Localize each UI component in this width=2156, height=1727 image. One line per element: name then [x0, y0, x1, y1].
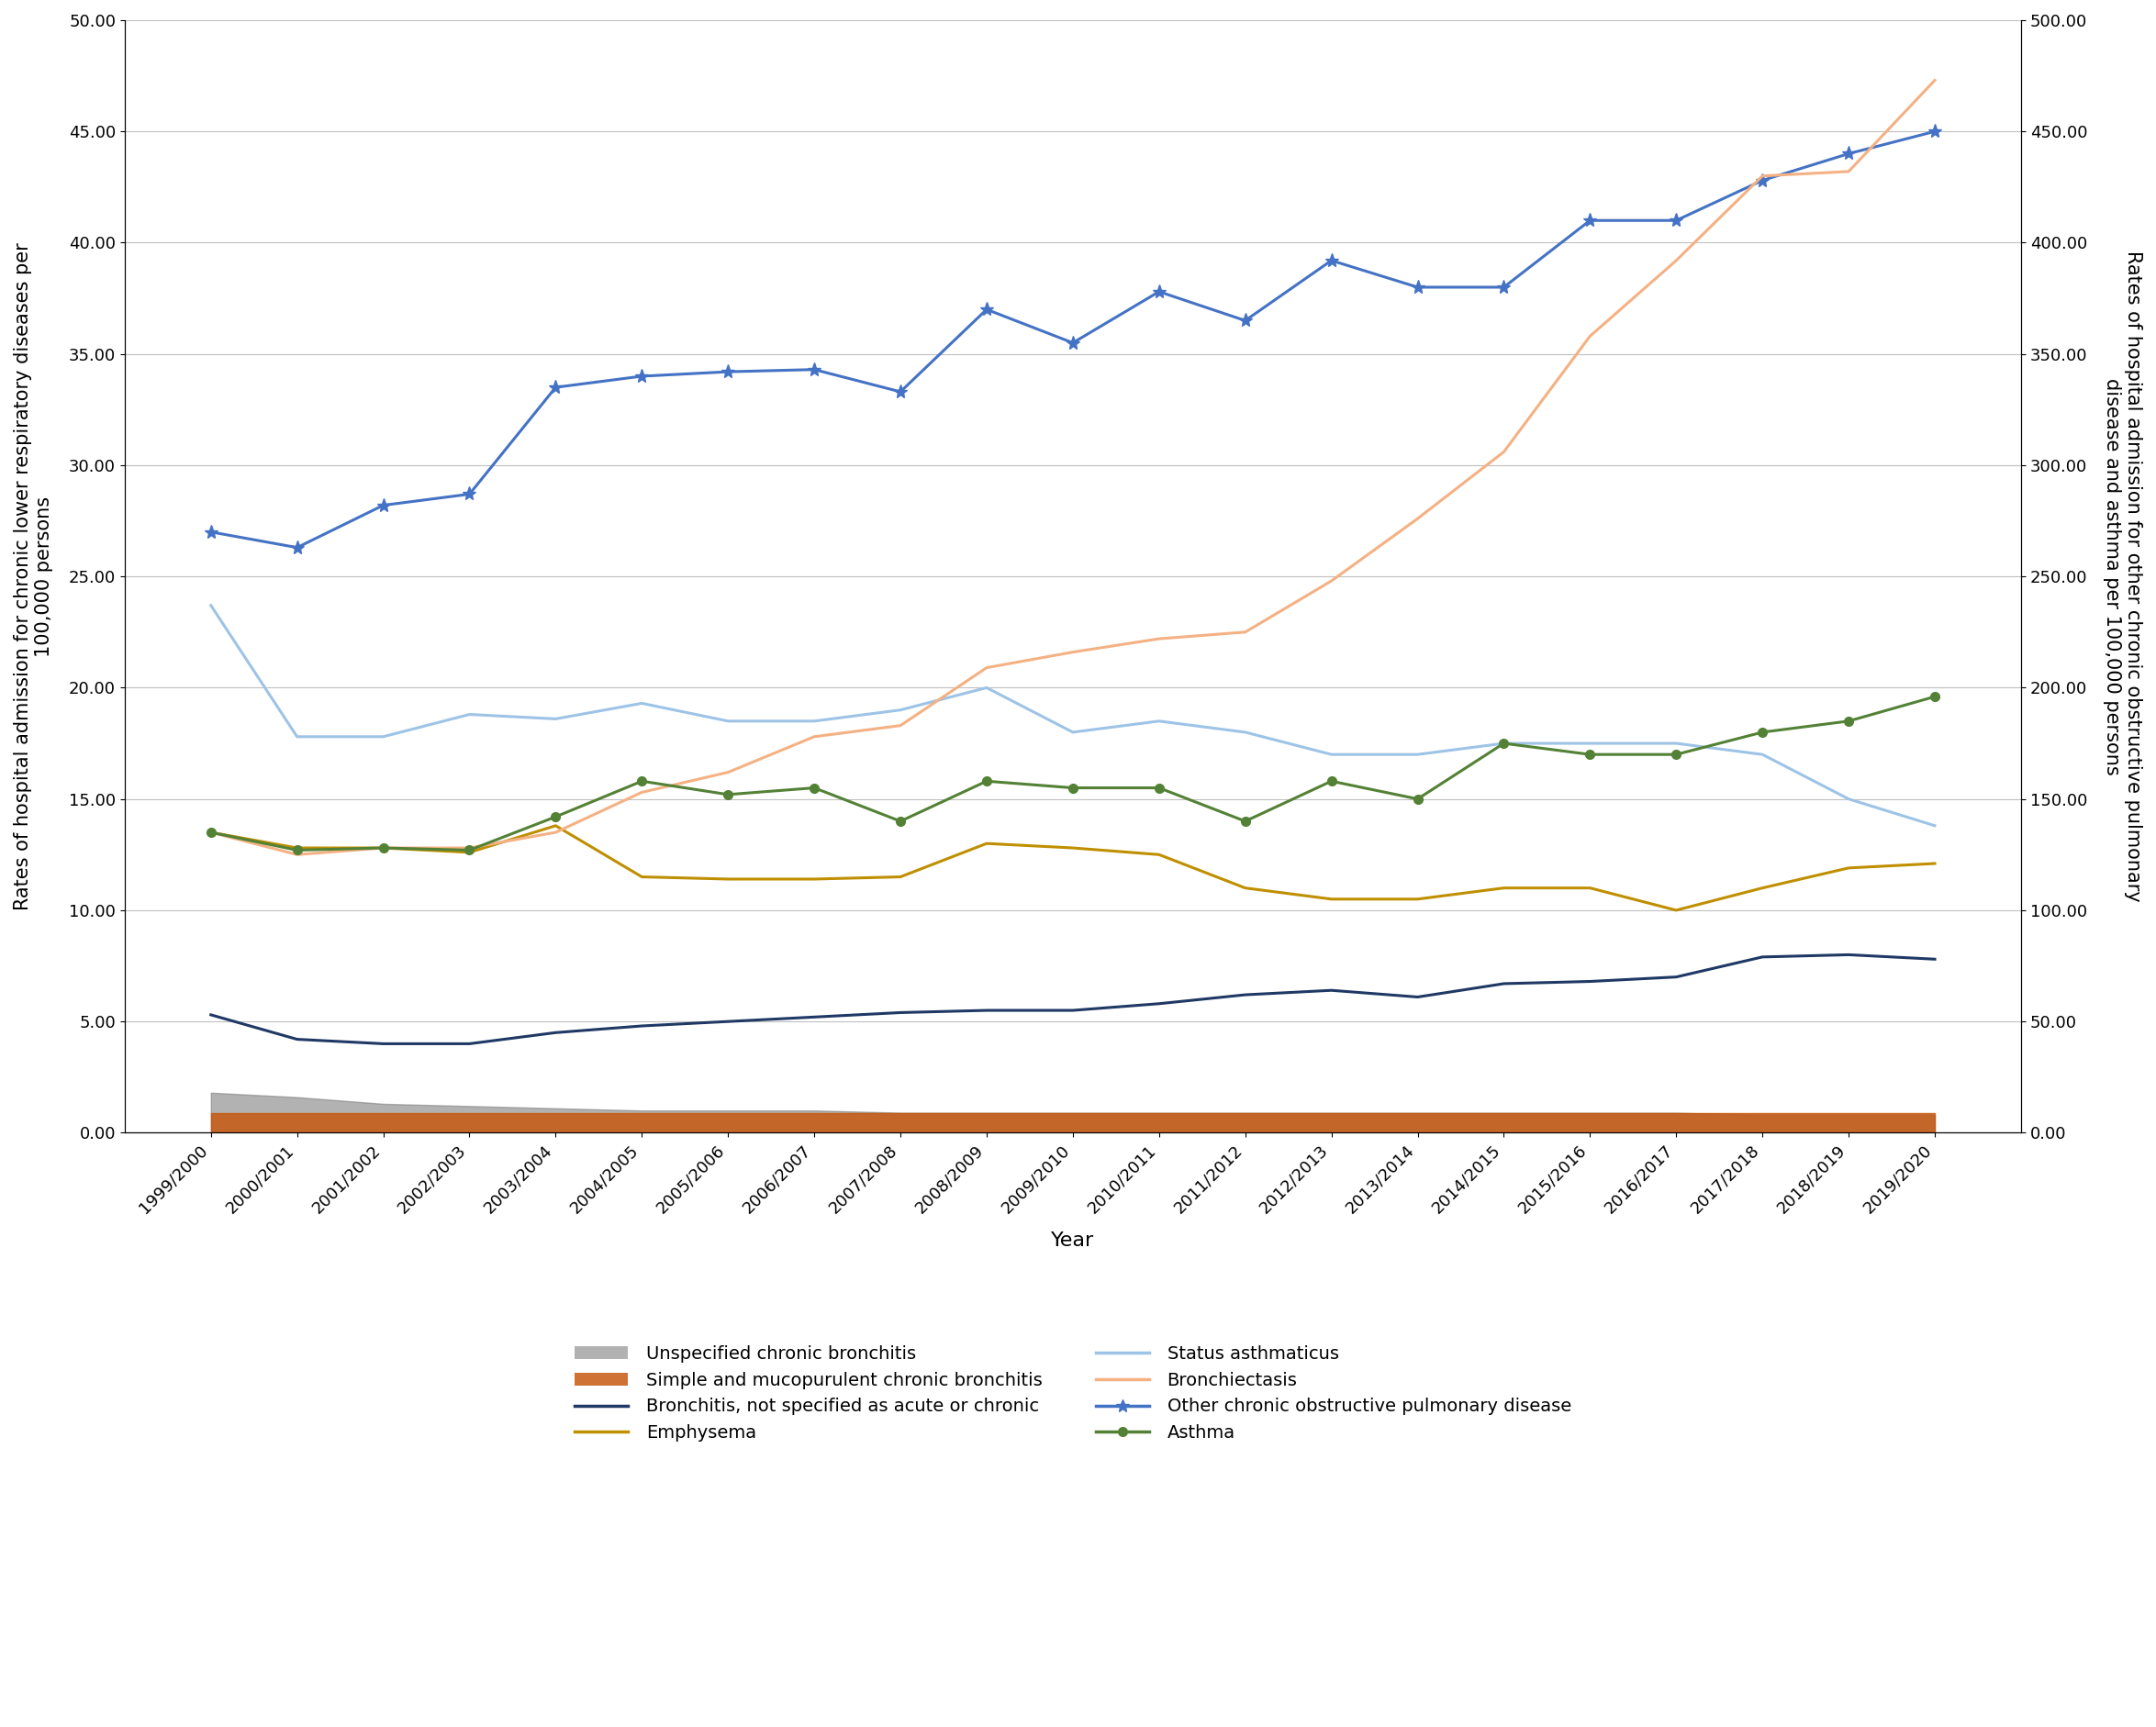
X-axis label: Year: Year: [1052, 1231, 1095, 1250]
Y-axis label: Rates of hospital admission for chronic lower respiratory diseases per
100,000 p: Rates of hospital admission for chronic …: [13, 242, 54, 910]
Legend: Unspecified chronic bronchitis, Simple and mucopurulent chronic bronchitis, Bron: Unspecified chronic bronchitis, Simple a…: [565, 1337, 1580, 1451]
Y-axis label: Rates of hospital admission for other chronic obstructive pulmonary
disease and : Rates of hospital admission for other ch…: [2102, 250, 2143, 901]
